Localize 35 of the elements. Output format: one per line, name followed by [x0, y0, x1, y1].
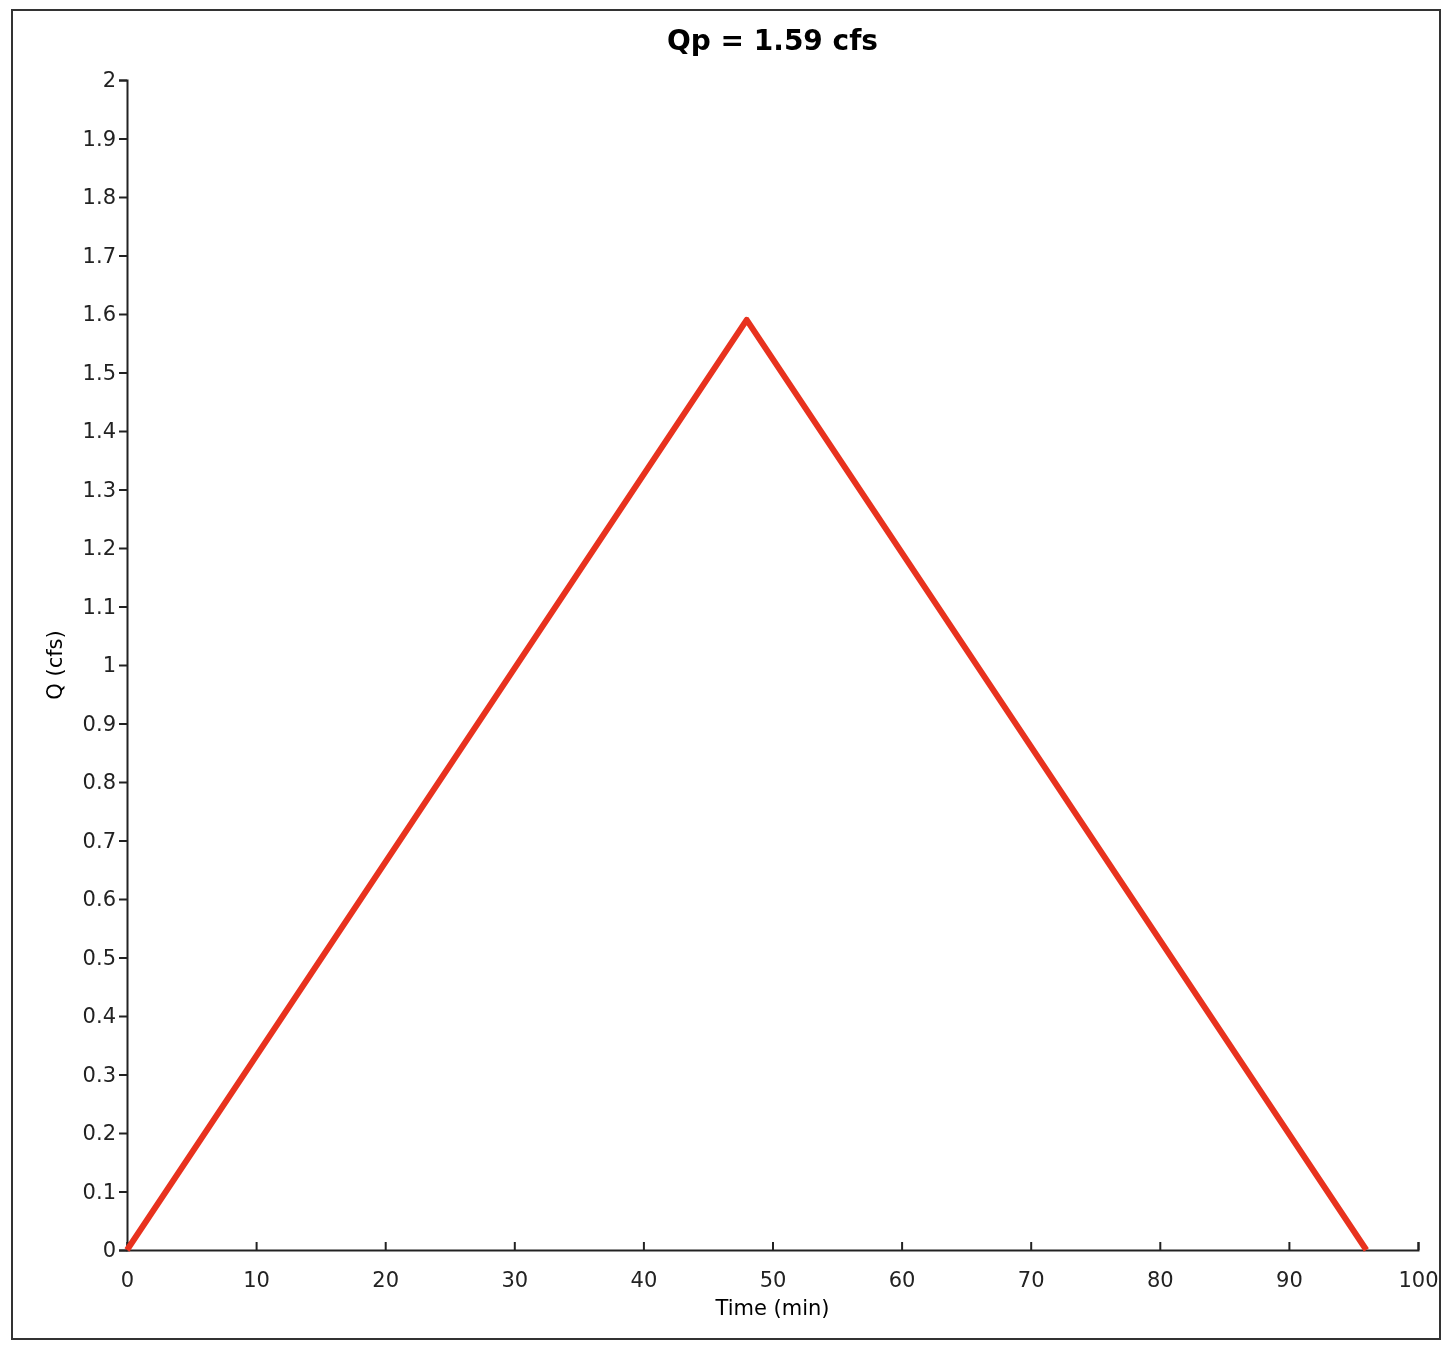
y-tick-label: 0.5 — [82, 945, 116, 970]
x-tick-label: 90 — [1276, 1267, 1303, 1292]
y-tick-label: 0.6 — [82, 887, 116, 912]
y-tick-label: 0.8 — [82, 770, 116, 795]
x-tick-label: 60 — [888, 1267, 916, 1292]
x-tick-label: 50 — [759, 1267, 787, 1292]
x-tick-label: 100 — [1398, 1267, 1439, 1292]
y-tick-label: 0.7 — [82, 828, 116, 853]
y-tick-label: 1 — [102, 653, 116, 678]
y-tick-label: 2 — [102, 68, 116, 93]
y-tick-label: 0.3 — [82, 1062, 116, 1087]
y-tick-label: 1.2 — [82, 536, 116, 561]
y-tick-label: 1.3 — [82, 477, 116, 502]
y-tick-label: 1.8 — [82, 185, 116, 210]
x-tick-label: 30 — [501, 1267, 529, 1292]
y-tick-label: 1.1 — [82, 594, 116, 619]
x-tick-label: 0 — [120, 1267, 135, 1292]
y-tick-label: 0.1 — [82, 1179, 116, 1204]
y-tick-label: 0.4 — [82, 1004, 116, 1029]
x-axis-title: Time (min) — [714, 1296, 830, 1320]
x-tick-label: 40 — [630, 1267, 658, 1292]
y-tick-label: 1.9 — [82, 126, 116, 151]
y-tick-label: 1.6 — [82, 302, 116, 327]
chart-title: Qp = 1.59 cfs — [666, 24, 879, 57]
x-tick-label: 70 — [1017, 1267, 1045, 1292]
x-tick-label: 10 — [243, 1267, 270, 1292]
x-tick-label: 80 — [1146, 1267, 1174, 1292]
y-tick-label: 1.7 — [82, 243, 116, 268]
y-tick-label: 0.2 — [82, 1121, 116, 1146]
y-axis-title: Q (cfs) — [43, 630, 67, 700]
y-tick-label: 1.5 — [82, 360, 116, 385]
y-tick-label: 0 — [102, 1238, 116, 1263]
y-tick-label: 0.9 — [82, 711, 116, 736]
x-tick-label: 20 — [372, 1267, 400, 1292]
y-tick-label: 1.4 — [82, 419, 116, 444]
